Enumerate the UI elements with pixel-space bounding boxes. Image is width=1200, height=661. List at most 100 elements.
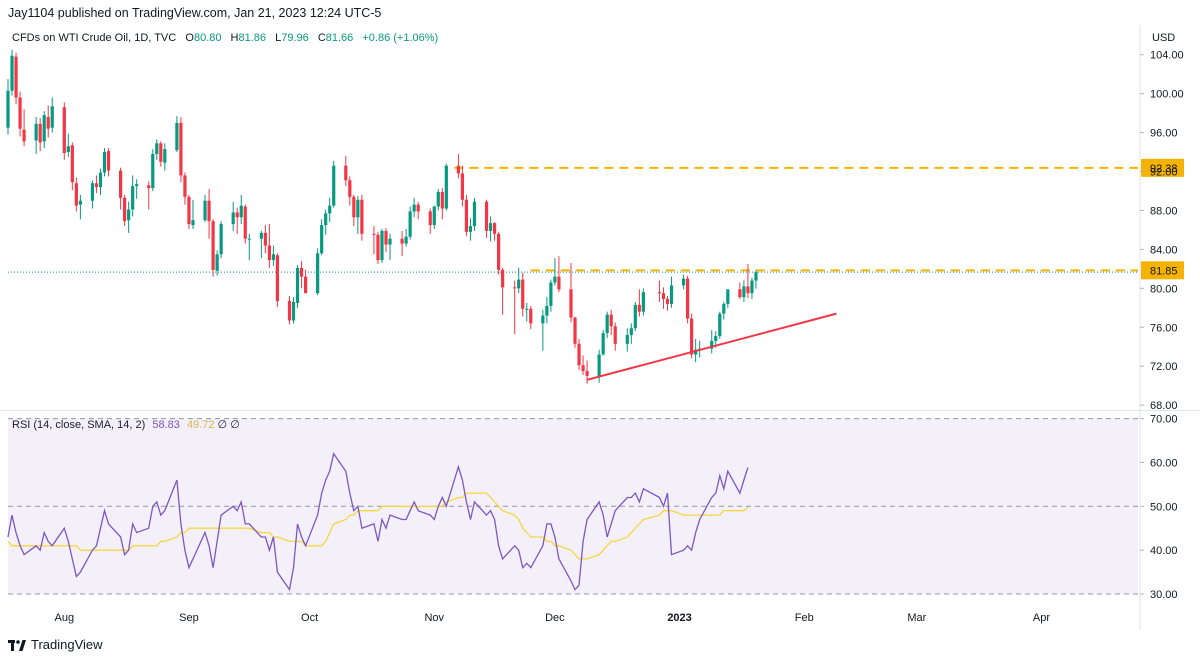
candle-down [372,233,376,235]
candle-up [131,186,135,210]
level-label-bg [1141,261,1184,280]
candle-up [163,149,167,163]
candle-down [123,197,127,222]
candle-up [726,289,730,304]
candle-up [127,209,131,221]
candle-down [211,221,215,270]
candle-up [597,354,601,376]
candle-up [641,292,645,312]
candle-down [497,233,501,270]
candle-up [714,336,718,341]
candle-down [22,129,26,142]
candle-up [247,238,251,240]
x-tick-label: 2023 [667,612,691,624]
rsi-tick-label: 30.00 [1150,589,1178,601]
x-tick-label: Aug [55,612,75,624]
candle-up [388,238,392,245]
candle-up [155,143,159,155]
price-tick-label: 72.00 [1150,361,1178,373]
candle-up [681,278,686,286]
candle-up [750,280,754,294]
candle-down [118,170,123,198]
candle-down [665,299,670,304]
x-tick-label: Sep [179,612,199,624]
level-label: 92.38 [1150,163,1178,175]
candle-up [259,232,263,239]
rsi-legend: RSI (14, close, SMA, 14, 2) 58.83 49.72 … [12,418,240,431]
candle-down [344,165,348,181]
candle-down [147,185,151,189]
close-label: C [317,32,326,44]
candle-up [34,123,38,141]
candle-down [456,165,460,174]
candle-up [694,349,698,355]
candle-down [207,200,211,222]
level-label-bg [1141,158,1184,177]
candle-up [605,314,609,334]
candle-down [613,326,617,344]
candle-down [585,371,589,376]
rsi-line [7,452,749,592]
candle-down [183,175,187,197]
price-tick-label: 84.00 [1150,244,1178,256]
candle-up [66,146,70,153]
candle-down [46,117,50,129]
candle-down [577,343,581,366]
candle-up [718,313,722,337]
candle-down [275,255,280,301]
rsi-tick-label: 60.00 [1150,457,1178,469]
tradingview-logo[interactable]: TradingView [8,637,103,652]
rsi-band [8,418,1138,595]
candle-up [328,205,332,214]
candle-up [545,305,549,316]
x-tick-label: Apr [1033,612,1050,624]
high-value: 81.86 [238,32,267,44]
candle-down [62,107,66,154]
rsi-value: 58.83 [152,419,180,431]
candle-up [468,226,473,232]
candle-up [408,211,412,237]
price-tick-label: 92.00 [1150,167,1178,179]
candle-up [488,223,493,231]
candle-down [159,143,163,162]
candle-down [267,245,271,261]
trendline-group [586,312,837,381]
candle-up [42,115,46,142]
symbol-label: CFDs on WTI Crude Oil, 1D, TVC [12,32,177,44]
candle-down [263,232,267,246]
candle-up [380,230,384,261]
price-tick-label: 100.00 [1150,89,1184,101]
candle-down [303,276,308,294]
price-tick-label: 96.00 [1150,128,1178,140]
candle-up [541,315,545,324]
rsi-indicator-label: RSI (14, close, SMA, 14, 2) [12,419,146,431]
candle-up [332,165,336,206]
candle-up [191,220,195,226]
candles [6,49,758,384]
candle-up [553,276,557,283]
candle-down [492,223,497,234]
candle-down [529,308,533,324]
candle-down [18,97,22,129]
candle-up [412,204,416,212]
price-tick-label: 104.00 [1150,50,1184,62]
support-trendline [586,312,837,381]
candle-down [287,300,292,321]
candle-up [316,253,320,294]
candle-up [98,172,103,188]
candle-down [94,183,99,188]
candle-up [549,282,553,306]
candle-down [581,365,585,372]
publisher-header: Jay1104 published on TradingView.com, Ja… [8,6,382,20]
x-tick-label: Feb [795,612,814,624]
price-tick-label: 88.00 [1150,205,1178,217]
level-label: 81.85 [1150,265,1178,277]
candle-down [14,56,18,98]
candle-down [569,289,573,318]
candle-down [521,279,525,309]
candle-up [601,333,605,355]
candle-down [352,196,356,218]
candle-down [573,317,577,344]
candle-up [754,272,758,281]
